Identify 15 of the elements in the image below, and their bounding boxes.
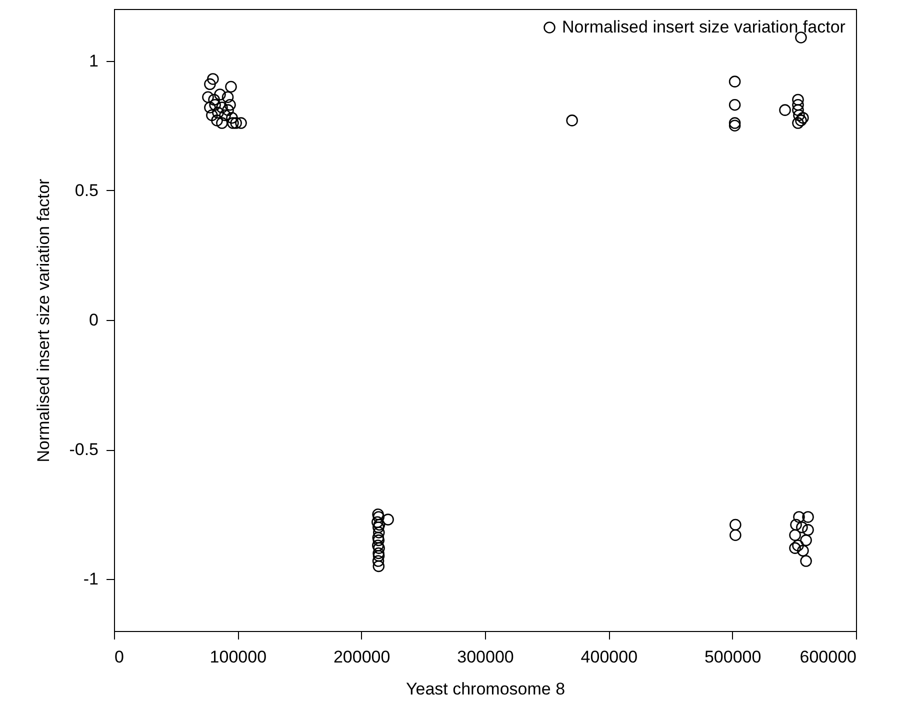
y-tick-label: -1 bbox=[83, 570, 98, 589]
y-tick-label: 1 bbox=[89, 51, 98, 70]
y-axis-title: Normalised insert size variation factor bbox=[34, 178, 54, 462]
x-tick-label: 300000 bbox=[457, 648, 514, 666]
x-tick-label: 0 bbox=[114, 648, 124, 666]
y-tick-label: 0 bbox=[89, 310, 98, 330]
y-tick-label: 0.5 bbox=[74, 180, 98, 200]
y-tick-label: -0.5 bbox=[69, 440, 98, 460]
x-axis-title: Yeast chromosome 8 bbox=[406, 680, 566, 698]
x-tick-label: 500000 bbox=[704, 648, 762, 666]
legend-label: Normalised insert size variation factor bbox=[562, 18, 846, 36]
x-tick-label: 200000 bbox=[333, 648, 390, 666]
x-tick-label: 100000 bbox=[210, 648, 267, 666]
x-tick-label: 400000 bbox=[580, 648, 638, 666]
x-tick-label: 600000 bbox=[800, 648, 856, 666]
